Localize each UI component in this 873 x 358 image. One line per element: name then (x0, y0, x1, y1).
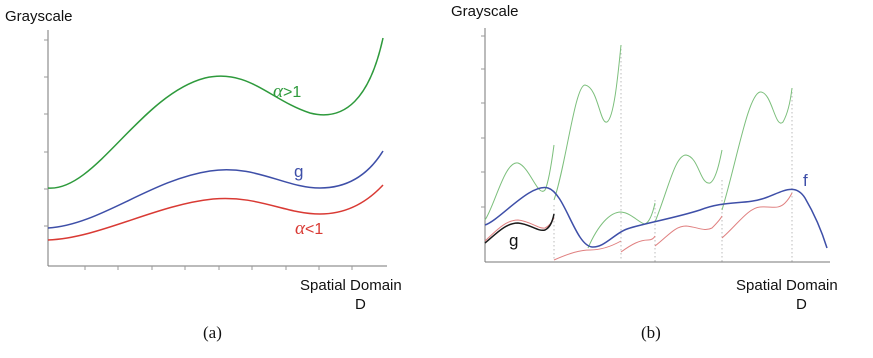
panel-a-y-ticks (44, 39, 48, 227)
panel-a-xlabel-line1: Spatial Domain (300, 277, 402, 294)
panel-b-xlabel-line1: Spatial Domain (736, 277, 838, 294)
panel-a-curve-alpha-gt-1 (47, 37, 384, 189)
panel-b-curve-g (484, 213, 555, 244)
alpha-lt-text: <1 (305, 221, 323, 238)
panel-a-caption: (a) (203, 323, 222, 342)
panel-a-curve-alpha-lt-1 (47, 184, 384, 241)
panel-b-green-pieces (484, 44, 793, 249)
panel-b-curve-f (484, 186, 828, 249)
panel-b: Grayscale Spatial Domain D g f (b) (451, 3, 838, 342)
panel-a: Grayscale Spatial Domain D α>1 g α<1 (a) (5, 8, 402, 342)
panel-b-segment-dividers (553, 45, 793, 262)
panel-a-label-g: g (294, 162, 303, 181)
alpha-gt-text: >1 (283, 84, 301, 101)
panel-b-caption: (b) (641, 323, 661, 342)
panel-a-xlabel-line2: D (355, 296, 366, 313)
panel-b-label-f: f (803, 171, 808, 190)
panel-a-x-ticks (84, 266, 353, 270)
panel-a-curve-g (47, 150, 384, 229)
panel-a-label-alpha-gt-1: α>1 (273, 81, 301, 102)
panel-b-ylabel: Grayscale (451, 3, 519, 20)
panel-b-y-ticks (481, 35, 485, 208)
panel-b-label-g: g (509, 231, 518, 250)
panel-a-label-alpha-lt-1: α<1 (295, 218, 323, 239)
alpha-symbol: α (273, 81, 284, 102)
alpha-symbol: α (295, 218, 306, 239)
panel-a-ylabel: Grayscale (5, 8, 73, 25)
panel-b-xlabel-line2: D (796, 296, 807, 313)
